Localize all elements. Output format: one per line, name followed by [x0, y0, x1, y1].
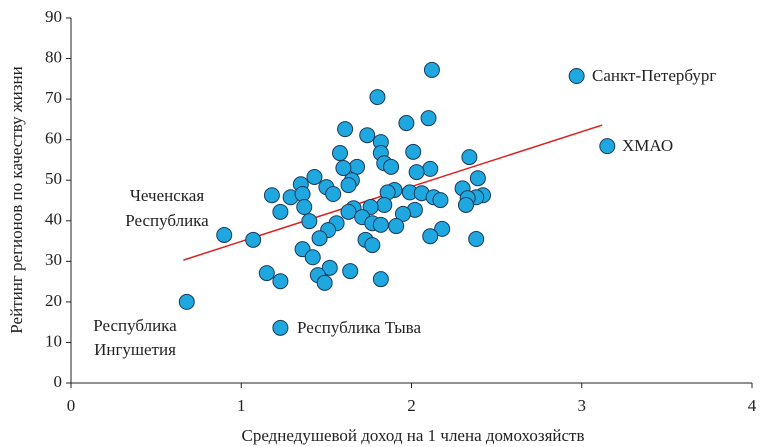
x-tick-label: 0 — [67, 396, 76, 415]
x-axis-label: Среднедушевой доход на 1 члена домохозяй… — [241, 426, 584, 445]
x-tick-label: 4 — [748, 396, 757, 415]
point — [304, 249, 321, 266]
point — [349, 158, 366, 175]
point — [340, 177, 357, 194]
point — [369, 89, 386, 106]
point — [364, 237, 381, 254]
point — [245, 231, 262, 248]
point — [398, 115, 415, 132]
point — [325, 186, 342, 203]
point — [376, 196, 393, 213]
point — [372, 271, 389, 288]
annotation: Республика — [125, 211, 209, 230]
point — [272, 203, 289, 220]
point — [468, 231, 485, 248]
x-tick-label: 2 — [407, 396, 416, 415]
point — [457, 196, 474, 213]
point — [432, 192, 449, 209]
point — [394, 205, 411, 222]
point — [296, 198, 313, 215]
y-axis-label: Рейтинг регионов по качеству жизни — [7, 66, 26, 333]
point — [331, 145, 348, 162]
y-tick-label: 20 — [45, 291, 62, 310]
point — [408, 164, 425, 181]
point — [405, 143, 422, 160]
point — [388, 218, 405, 235]
y-tick-label: 80 — [45, 47, 62, 66]
y-tick-label: 30 — [45, 250, 62, 269]
point — [423, 61, 440, 78]
annotation: Санкт-Петербург — [592, 66, 716, 85]
point — [216, 226, 233, 243]
point — [434, 220, 451, 237]
y-tick-label: 90 — [45, 7, 62, 26]
point — [383, 158, 400, 175]
point — [422, 228, 439, 245]
y-tick-label: 10 — [45, 331, 62, 350]
annotation: Республика — [93, 316, 177, 335]
y-tick-label: 40 — [45, 210, 62, 229]
point — [263, 187, 280, 204]
point — [272, 273, 289, 290]
point — [258, 265, 275, 282]
point — [272, 319, 289, 336]
y-tick-label: 0 — [54, 372, 63, 391]
point — [469, 170, 486, 187]
point — [372, 216, 389, 233]
annotation: Ингушетия — [94, 340, 176, 359]
y-tick-label: 50 — [45, 169, 62, 188]
x-tick-label: 3 — [578, 396, 587, 415]
annotation: Республика Тыва — [297, 318, 421, 337]
point — [342, 263, 359, 280]
point — [461, 149, 478, 166]
point — [316, 274, 333, 291]
point — [420, 110, 437, 127]
annotation: ХМАО — [622, 136, 673, 155]
point — [599, 138, 616, 155]
point — [337, 121, 354, 138]
point — [340, 203, 357, 220]
point — [178, 293, 195, 310]
point — [359, 127, 376, 144]
annotation: Чеченская — [130, 186, 204, 205]
point — [568, 67, 585, 84]
point — [311, 230, 328, 247]
point — [306, 168, 323, 185]
point — [301, 213, 318, 230]
point — [321, 259, 338, 276]
y-tick-label: 60 — [45, 129, 62, 148]
point — [422, 160, 439, 177]
y-tick-label: 70 — [45, 88, 62, 107]
point — [335, 160, 352, 177]
x-tick-label: 1 — [237, 396, 246, 415]
